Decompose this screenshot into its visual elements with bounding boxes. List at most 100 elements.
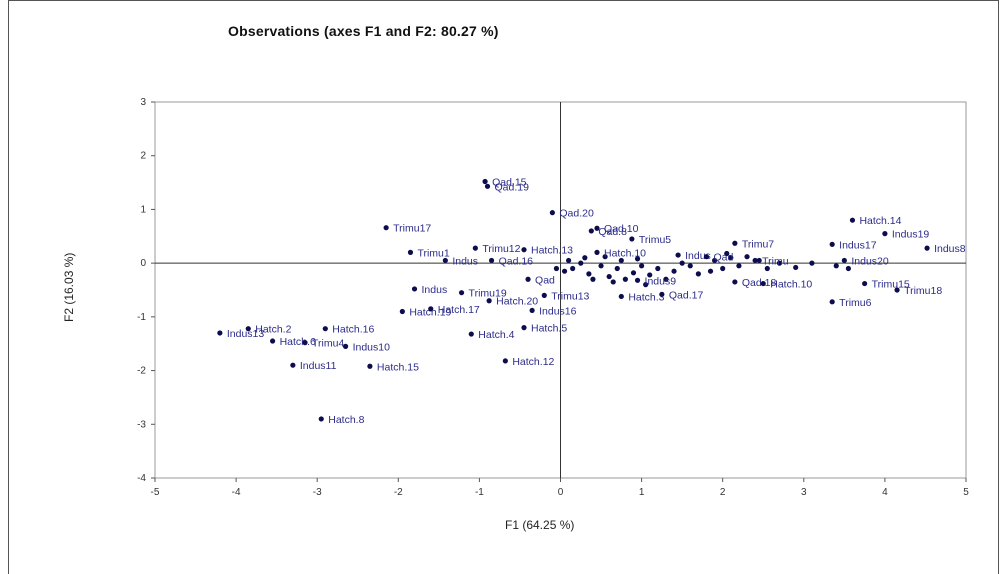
data-point <box>629 236 635 242</box>
data-point <box>675 252 681 258</box>
y-tick-label: 0 <box>140 258 146 269</box>
x-tick-label: -5 <box>151 487 160 498</box>
point-label: Trimu6 <box>839 297 871 309</box>
point-label: Indus11 <box>300 360 337 372</box>
point-label: Hatch.17 <box>438 304 480 316</box>
data-point <box>342 343 349 349</box>
x-tick-label: -4 <box>232 487 241 498</box>
point-label: Trimu13 <box>551 290 589 302</box>
data-point <box>764 265 770 272</box>
point-label: Qad.10 <box>604 223 639 235</box>
data-point <box>217 330 223 336</box>
x-tick-label: -3 <box>313 487 322 498</box>
data-point <box>679 260 685 266</box>
data-point <box>570 265 576 272</box>
data-point <box>862 280 868 287</box>
point-label: Indus10 <box>353 341 391 353</box>
data-point <box>610 279 616 285</box>
point-label: Trimu17 <box>393 223 431 235</box>
data-point <box>829 299 835 305</box>
data-point <box>399 308 405 315</box>
point-label: Trimu12 <box>482 243 520 255</box>
point-label: Hatch.15 <box>377 361 419 373</box>
data-point <box>732 240 738 246</box>
data-point <box>442 257 448 264</box>
y-tick-label: 2 <box>140 151 146 162</box>
point-label: Indus13 <box>227 328 265 340</box>
point-label: Hatch.8 <box>328 414 364 426</box>
data-point <box>728 255 734 261</box>
data-point <box>367 363 373 369</box>
point-label: Qad.15 <box>492 176 527 188</box>
point-label: Hatch.5 <box>531 323 567 335</box>
point-label: Trimu5 <box>639 234 671 246</box>
data-point <box>482 178 488 185</box>
point-label: Hatch.16 <box>332 324 374 336</box>
data-point <box>322 326 328 332</box>
data-point <box>582 255 588 261</box>
data-point <box>411 286 418 292</box>
point-label: Indus <box>452 255 478 267</box>
data-point <box>525 276 531 282</box>
data-point <box>290 362 296 368</box>
data-point <box>809 260 815 266</box>
point-label: Qad <box>535 274 555 286</box>
data-point <box>502 358 508 364</box>
data-point <box>924 245 930 251</box>
data-point <box>618 257 624 264</box>
data-point <box>488 257 495 264</box>
data-point <box>776 260 783 266</box>
point-label: Hatch.19 <box>409 306 451 318</box>
data-point <box>566 257 572 264</box>
data-point <box>529 307 535 314</box>
data-point <box>829 241 835 247</box>
data-point <box>561 268 568 274</box>
data-point <box>484 183 491 189</box>
data-point <box>594 225 600 231</box>
data-point <box>606 273 612 280</box>
data-point <box>752 257 758 264</box>
data-point <box>634 277 641 283</box>
data-point <box>894 287 900 293</box>
data-point <box>845 265 852 272</box>
data-point <box>521 325 527 331</box>
data-point <box>756 257 762 264</box>
point-label: Indus8 <box>934 243 966 255</box>
data-point <box>841 257 847 264</box>
data-point <box>486 298 492 304</box>
data-point <box>594 249 600 255</box>
data-point <box>630 270 637 276</box>
point-label: Qad.20 <box>559 208 594 220</box>
point-label: Trimu4 <box>312 338 344 350</box>
point-label: Hatch.2 <box>255 324 291 336</box>
point-label: Indus19 <box>892 229 930 241</box>
data-point <box>598 263 604 269</box>
point-label: Hatch.14 <box>859 215 901 227</box>
data-point <box>472 245 478 251</box>
data-point <box>663 276 669 282</box>
data-point <box>707 268 714 274</box>
data-point <box>659 291 665 297</box>
data-point <box>744 254 750 260</box>
y-tick-label: 1 <box>140 204 146 215</box>
point-label: Indus <box>685 250 711 262</box>
point-label: Hatch.13 <box>531 245 573 257</box>
point-label: Indus9 <box>645 275 677 287</box>
data-point <box>643 282 649 288</box>
data-point <box>687 263 693 269</box>
x-tick-label: 1 <box>639 487 645 498</box>
point-label: Trimu <box>762 255 789 267</box>
data-point <box>655 265 661 272</box>
point-label: Indus20 <box>851 255 889 267</box>
x-tick-label: -1 <box>475 487 484 498</box>
chart-title: Observations (axes F1 and F2: 80.27 %) <box>228 23 499 39</box>
data-point <box>639 263 645 269</box>
point-label: Hatch.4 <box>478 329 514 341</box>
point-label: Hatch.3 <box>628 291 664 303</box>
point-label: Hatch.6 <box>280 336 316 348</box>
data-point <box>671 268 677 274</box>
data-point <box>724 250 730 257</box>
data-point <box>468 331 474 337</box>
point-label: Qad.19 <box>495 181 530 193</box>
